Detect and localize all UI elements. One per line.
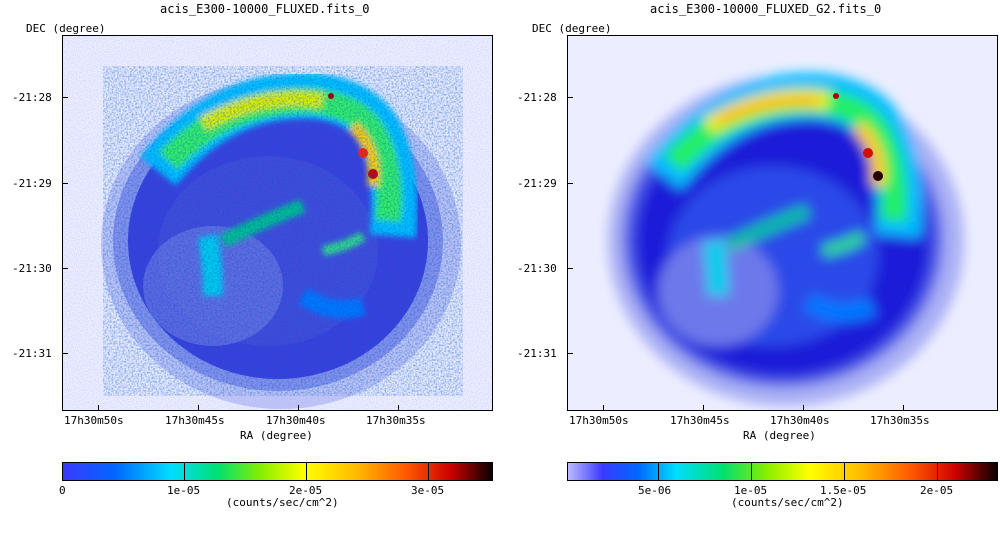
left-colorbar-tick-label: 3e-05: [411, 484, 445, 497]
right-dec-tick-label: -21:29: [517, 177, 557, 190]
right-colorbar-tick-label: 5e-06: [638, 484, 672, 497]
left-dec-tick-label: -21:28: [12, 91, 52, 104]
right-colorbar-tick-label: 1.5e-05: [820, 484, 867, 497]
right-ra-tick-label: 17h30m35s: [870, 414, 930, 427]
right-dec-tick-label: -21:31: [517, 347, 557, 360]
right-ra-tick-label: 17h30m50s: [569, 414, 629, 427]
left-ra-tick-label: 17h30m35s: [366, 414, 426, 427]
left-ra-tick-label: 17h30m45s: [165, 414, 225, 427]
left-colorbar-tick-label: 2e-05: [289, 484, 323, 497]
left-colorbar-unit: (counts/sec/cm^2): [226, 496, 339, 509]
right-colorbar-tick-label: 1e-05: [734, 484, 768, 497]
right-ra-tick-label: 17h30m40s: [770, 414, 830, 427]
left-dec-axis-label: DEC (degree): [26, 22, 106, 35]
right-image-frame[interactable]: [567, 35, 998, 411]
left-sky-image: [63, 36, 492, 410]
left-ra-tick-label: 17h30m40s: [266, 414, 326, 427]
left-ra-axis-label: RA (degree): [240, 429, 313, 442]
right-dec-axis-label: DEC (degree): [532, 22, 612, 35]
right-ra-axis-label: RA (degree): [743, 429, 816, 442]
left-ra-tick-label: 17h30m50s: [64, 414, 124, 427]
left-image-title: acis_E300-10000_FLUXED.fits_0: [160, 2, 370, 16]
right-colorbar: [567, 462, 998, 481]
left-colorbar-tick-label: 1e-05: [167, 484, 201, 497]
left-dec-tick-label: -21:30: [12, 262, 52, 275]
left-colorbar-tick-label: 0: [59, 484, 66, 497]
left-dec-tick-label: -21:31: [12, 347, 52, 360]
left-dec-tick-label: -21:29: [12, 177, 52, 190]
right-dec-tick-label: -21:30: [517, 262, 557, 275]
right-image-title: acis_E300-10000_FLUXED_G2.fits_0: [650, 2, 882, 16]
right-dec-tick-label: -21:28: [517, 91, 557, 104]
right-sky-image: [568, 36, 997, 410]
right-ra-tick-label: 17h30m45s: [670, 414, 730, 427]
right-colorbar-tick-label: 2e-05: [920, 484, 954, 497]
left-image-frame[interactable]: [62, 35, 493, 411]
right-colorbar-unit: (counts/sec/cm^2): [731, 496, 844, 509]
